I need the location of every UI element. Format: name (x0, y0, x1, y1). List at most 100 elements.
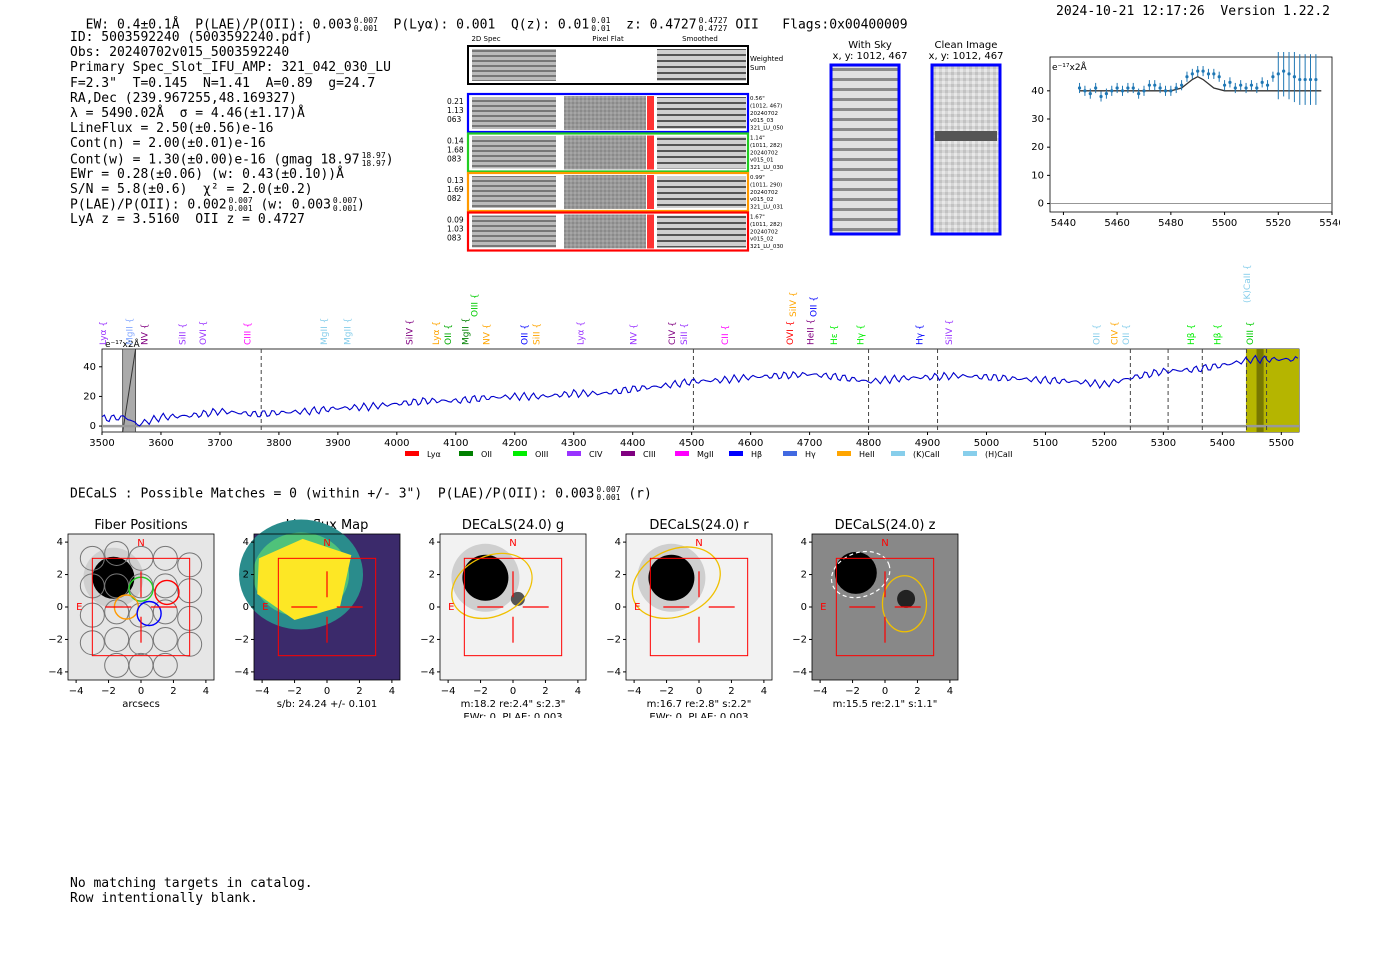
zoom-data-point (1110, 89, 1114, 93)
line-id-label: Hε { (830, 325, 840, 345)
panel-y-tick-label: −4 (606, 667, 621, 678)
full-x-tick-label: 5400 (1210, 438, 1235, 449)
clean-image (930, 63, 1002, 236)
legend-label: Hγ (805, 450, 816, 459)
full-x-tick-label: 5000 (974, 438, 999, 449)
cutout-left-3: 083 (447, 155, 462, 164)
full-units-label: e⁻¹⁷x2Å (105, 338, 141, 350)
detection-id: ID: 5003592240 (5003592240.pdf) (70, 30, 313, 45)
line-id-label: Lyα { (99, 321, 109, 345)
east-label: E (448, 602, 454, 613)
full-axes-frame (101, 348, 1300, 433)
col-2d-spec: 2D Spec (471, 35, 500, 43)
cutout-2d (472, 176, 556, 208)
north-label: N (509, 538, 516, 549)
line-id-label: Hβ { (1187, 324, 1197, 345)
line-id-label: HeII { (807, 319, 817, 345)
full-x-tick-label: 5500 (1269, 438, 1294, 449)
zoom-data-point (1137, 92, 1141, 96)
legend-label: CIV (589, 450, 603, 459)
zoom-data-point (1174, 86, 1178, 90)
zoom-data-point (1163, 89, 1168, 93)
line-id-label: MgII { (320, 318, 330, 345)
full-x-tick-label: 4200 (502, 438, 527, 449)
legend-swatch (459, 451, 473, 456)
search-box (91, 557, 191, 657)
ra-dec: RA,Dec (239.967255,48.169327) (70, 90, 297, 106)
panel-x-tick-label: −4 (255, 686, 270, 697)
cutout-smoothed (657, 97, 746, 129)
cutout-right-label: 0.56" (750, 96, 765, 102)
panel-y-tick-label: 0 (615, 602, 621, 613)
cutout-right-label: 321_LU_050 (750, 126, 784, 132)
line-id-label: CII { (721, 325, 731, 345)
zoom-data-point (1196, 69, 1200, 73)
panel-caption-2: EWr: 0, PLAE: 0.003 (463, 712, 562, 718)
full-y-tick-label: 0 (90, 421, 96, 432)
panel-x-tick-label: 0 (882, 686, 888, 697)
panel-x-tick-label: 4 (203, 686, 209, 697)
panel-x-tick-label: −4 (441, 686, 456, 697)
line-id-label: (K)CaII { (1243, 264, 1253, 303)
panel-caption: s/b: 24.24 +/- 0.101 (277, 699, 377, 710)
row-message: Row intentionally blank. (70, 891, 258, 906)
zoom-data-point (1308, 77, 1313, 82)
cutout-left-3: 083 (447, 234, 462, 243)
zoom-data-point (1260, 80, 1264, 84)
panel-caption: arcsecs (122, 699, 160, 710)
with-sky-label: With Sky (848, 40, 892, 51)
north-label: N (323, 538, 330, 549)
panel-x-tick-label: −4 (69, 686, 84, 697)
cutout-left-1: 0.13 (447, 176, 464, 185)
panel-x-tick-label: −2 (101, 686, 116, 697)
line-id-label: OIII { (471, 293, 481, 317)
panel-x-tick-label: 4 (947, 686, 953, 697)
cutout-right-label: 20240702 (750, 150, 778, 156)
full-x-tick-label: 4000 (384, 438, 409, 449)
legend-label: Lyα (427, 450, 441, 459)
line-id-label: NV { (140, 324, 150, 345)
line-flux: LineFlux = 2.50(±0.56)e-16 (70, 121, 274, 137)
flags: Flags:0x00400009 (782, 17, 908, 33)
panel-y-tick-label: −2 (48, 634, 63, 645)
zoom-data-point (1303, 77, 1307, 82)
zoom-data-point (1104, 92, 1108, 96)
legend-swatch (675, 451, 689, 456)
zoom-data-point (1142, 89, 1146, 93)
full-x-tick-label: 4100 (443, 438, 468, 449)
fiber-circle (104, 626, 130, 652)
panel-x-tick-label: 2 (170, 686, 176, 697)
panel-y-tick-label: 4 (615, 537, 621, 548)
panel-title: DECaLS(24.0) g (462, 518, 564, 533)
imaging-panels: Fiber PositionsNE−4−4−2−2002244arcsecsLi… (48, 518, 959, 718)
north-label: N (881, 538, 888, 549)
cutout-right-label: (1011, 290) (750, 182, 782, 188)
sum-label: Sum (750, 64, 766, 72)
zoom-data-point (1169, 89, 1173, 93)
zoom-data-point (1298, 77, 1302, 82)
full-spectrum-plot: 3500 3600 3700 3800 3900 4000 4100 4200 4300 4400… (83, 264, 1300, 459)
panel-x-tick-label: −2 (845, 686, 860, 697)
zoom-units-label: e⁻¹⁷x2Å (1052, 61, 1088, 73)
zoom-data-point (1190, 72, 1194, 76)
spectrum-line (101, 354, 1299, 427)
cutout-left-2: 1.03 (447, 225, 464, 234)
panel-y-tick-label: 0 (243, 602, 249, 613)
full-x-tick-label: 4500 (679, 438, 704, 449)
panel-y-tick-label: −4 (792, 667, 807, 678)
cutout-smoothed (657, 136, 746, 169)
zoom-data-point (1212, 72, 1216, 76)
with-sky-image (829, 63, 901, 236)
cutout-right-label: (1011, 282) (750, 222, 782, 228)
companion-source (510, 591, 525, 606)
panel-y-tick-label: 2 (429, 570, 435, 581)
cutout-flat-edge (647, 135, 654, 170)
north-label: N (137, 538, 144, 549)
zoom-model-line (1079, 75, 1322, 92)
lineflux-peak (257, 538, 352, 620)
zoom-data-point (1239, 83, 1243, 87)
cutout-left-1: 0.09 (447, 216, 464, 225)
zoom-data-point (1083, 89, 1087, 93)
